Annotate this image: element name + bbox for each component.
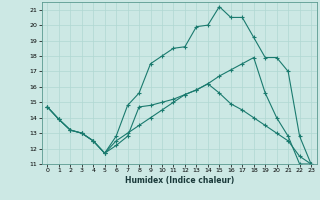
X-axis label: Humidex (Indice chaleur): Humidex (Indice chaleur) [124,176,234,185]
